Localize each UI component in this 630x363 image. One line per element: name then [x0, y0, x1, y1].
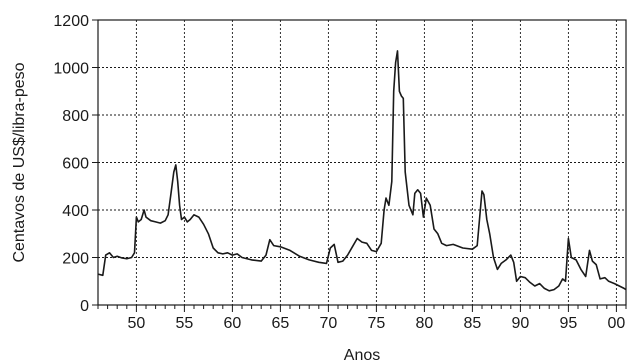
y-tick-label: 600	[62, 156, 89, 173]
x-tick-label: 00	[608, 315, 626, 332]
y-tick-label: 200	[62, 251, 89, 268]
x-tick-label: 95	[560, 315, 578, 332]
y-tick-labels: 0 200 400 600 800 1000 1200	[53, 13, 89, 315]
y-tick-label: 1000	[53, 61, 89, 78]
x-tick-label: 70	[320, 315, 338, 332]
y-axis-title: Centavos de US$/libra-peso	[11, 62, 28, 262]
x-tick-label: 55	[176, 315, 194, 332]
x-tick-label: 90	[512, 315, 530, 332]
y-tick-label: 400	[62, 203, 89, 220]
series-line	[97, 50, 627, 292]
x-tick-label: 65	[272, 315, 290, 332]
x-tick-label: 80	[416, 315, 434, 332]
y-tick-label: 0	[80, 298, 89, 315]
x-tick-label: 60	[224, 315, 242, 332]
y-tick-label: 800	[62, 108, 89, 125]
y-tick-label: 1200	[53, 13, 89, 30]
x-axis-title: Anos	[344, 347, 380, 363]
x-tick-label: 85	[464, 315, 482, 332]
x-tick-label: 75	[368, 315, 386, 332]
x-tick-labels: 50 55 60 65 70 75 80 85 90 95 00	[128, 315, 626, 332]
axis-ticks	[92, 19, 627, 312]
x-tick-label: 50	[128, 315, 146, 332]
grid	[98, 20, 626, 305]
